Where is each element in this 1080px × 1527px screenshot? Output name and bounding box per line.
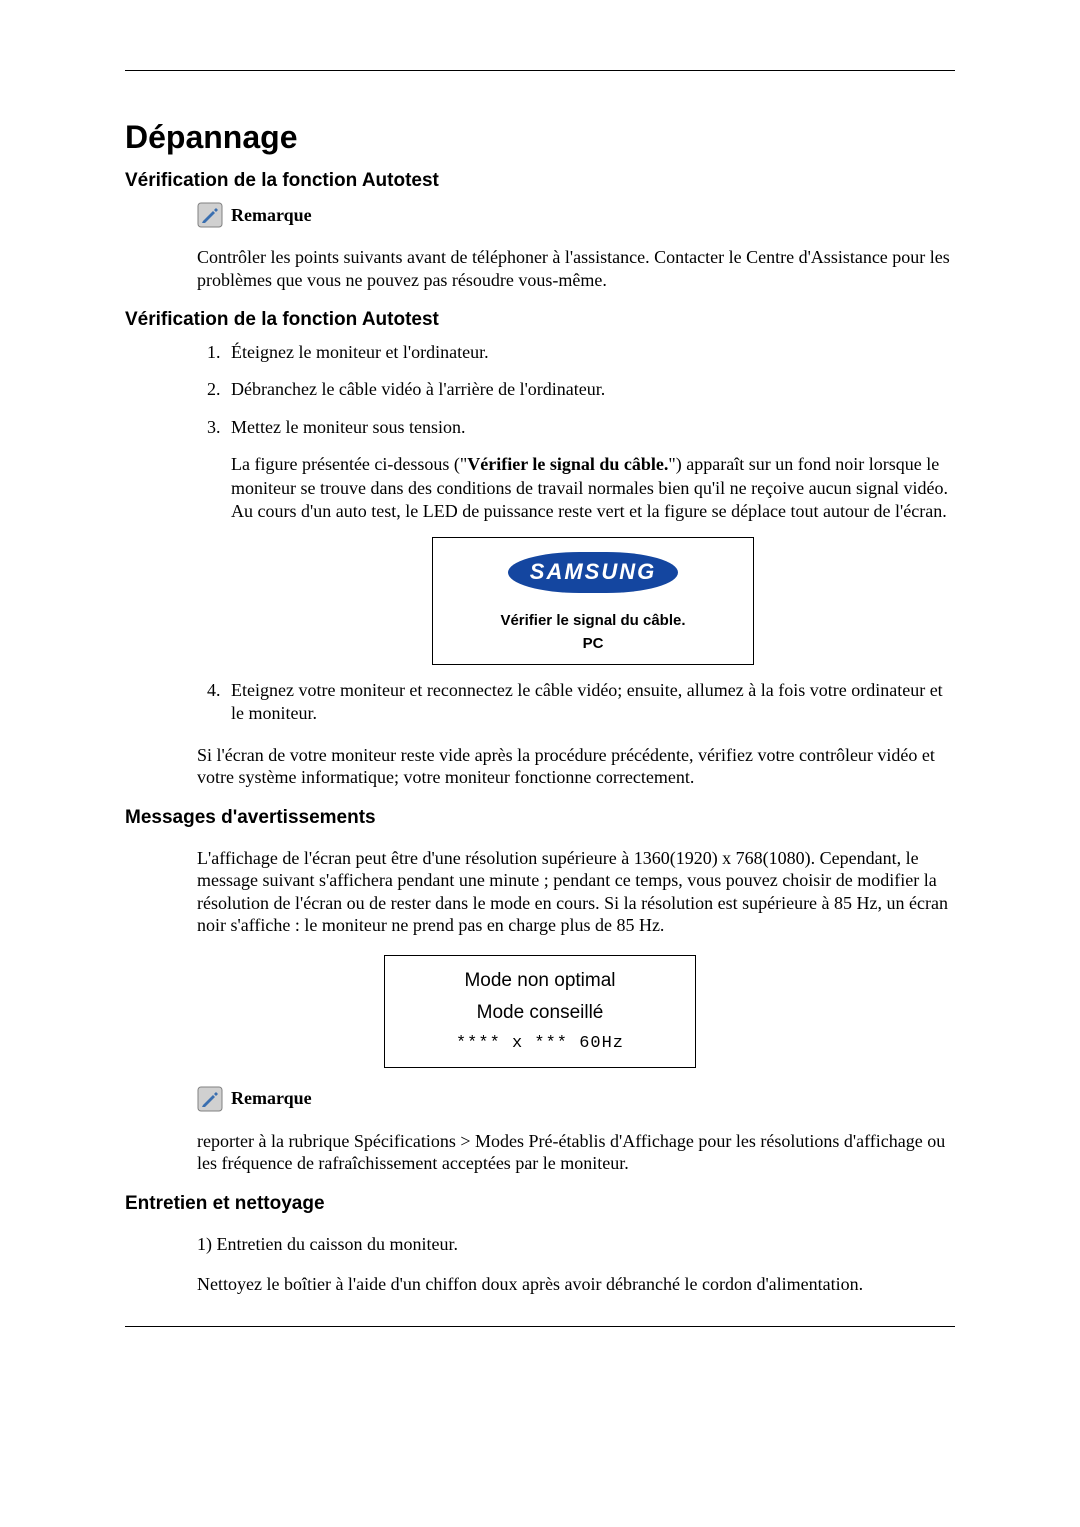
step-sub-paragraph: La figure présentée ci-dessous ("Vérifie… xyxy=(231,453,955,523)
note-icon xyxy=(197,202,223,228)
mode-warning-figure: Mode non optimal Mode conseillé **** x *… xyxy=(384,955,696,1068)
bold-fragment: Vérifier le signal du câble. xyxy=(467,454,668,474)
steps-list: Éteignez le moniteur et l'ordinateur. Dé… xyxy=(197,341,955,726)
section-heading-autotest-1: Vérification de la fonction Autotest xyxy=(125,170,955,192)
messages-body: L'affichage de l'écran peut être d'une r… xyxy=(197,847,955,937)
document-page: Dépannage Vérification de la fonction Au… xyxy=(0,0,1080,1527)
top-rule xyxy=(125,70,955,71)
section-heading-autotest-2: Vérification de la fonction Autotest xyxy=(125,309,955,331)
closing-paragraph: Si l'écran de votre moniteur reste vide … xyxy=(197,744,955,789)
bottom-rule-wrap xyxy=(125,1326,955,1327)
step-text: Éteignez le moniteur et l'ordinateur. xyxy=(231,342,489,362)
entretien-p2: Nettoyez le boîtier à l'aide d'un chiffo… xyxy=(197,1273,955,1296)
step-text: Débranchez le câble vidéo à l'arrière de… xyxy=(231,379,605,399)
note-body: reporter à la rubrique Spécifications > … xyxy=(197,1130,955,1175)
step-item: Éteignez le moniteur et l'ordinateur. xyxy=(225,341,955,364)
signal-check-figure: SAMSUNG Vérifier le signal du câble. PC xyxy=(432,537,754,665)
step-text: Mettez le moniteur sous tension. xyxy=(231,417,465,437)
mode-line3: **** x *** 60Hz xyxy=(395,1034,685,1053)
section-heading-entretien: Entretien et nettoyage xyxy=(125,1193,955,1215)
note-row: Remarque xyxy=(197,202,955,228)
samsung-logo: SAMSUNG xyxy=(508,552,678,593)
step-item: Mettez le moniteur sous tension. La figu… xyxy=(225,416,955,665)
step-item: Eteignez votre moniteur et reconnectez l… xyxy=(225,679,955,726)
note-icon xyxy=(197,1086,223,1112)
note-label: Remarque xyxy=(231,1088,312,1109)
entretien-p1: 1) Entretien du caisson du moniteur. xyxy=(197,1233,955,1256)
section-heading-messages: Messages d'avertissements xyxy=(125,807,955,829)
figure-line1: Vérifier le signal du câble. xyxy=(443,611,743,631)
note-body: Contrôler les points suivants avant de t… xyxy=(197,246,955,291)
figure-line2: PC xyxy=(443,634,743,654)
page-title: Dépannage xyxy=(125,119,955,156)
mode-line1: Mode non optimal xyxy=(395,970,685,992)
text-fragment: La figure présentée ci-dessous (" xyxy=(231,454,467,474)
mode-line2: Mode conseillé xyxy=(395,1002,685,1024)
step-item: Débranchez le câble vidéo à l'arrière de… xyxy=(225,378,955,401)
note-label: Remarque xyxy=(231,205,312,226)
step-text: Eteignez votre moniteur et reconnectez l… xyxy=(231,680,943,723)
bottom-rule xyxy=(125,1326,955,1327)
note-row: Remarque xyxy=(197,1086,955,1112)
